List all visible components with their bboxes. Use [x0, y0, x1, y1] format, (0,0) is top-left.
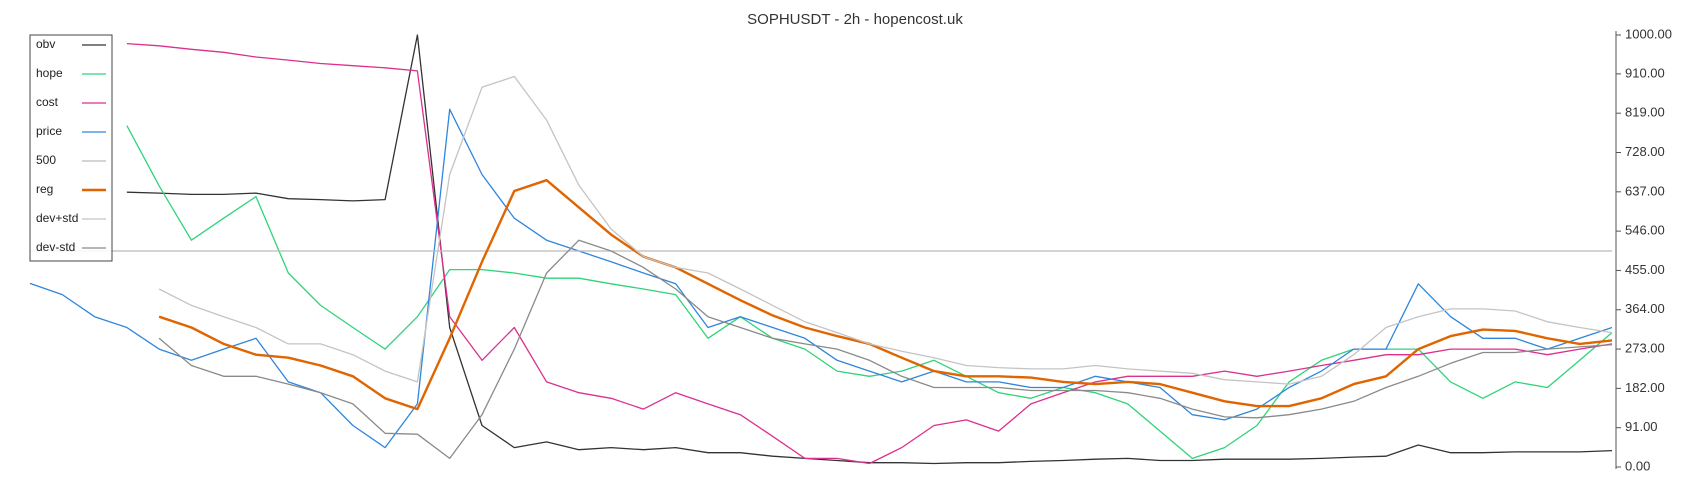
y-tick-label: 182.00 [1625, 380, 1665, 395]
series-line [158, 75, 1613, 385]
legend-label: hope [36, 66, 63, 80]
legend-label: dev-std [36, 240, 75, 254]
legend-label: dev+std [36, 211, 78, 225]
series-line [158, 179, 1613, 411]
y-tick-label: 910.00 [1625, 65, 1665, 80]
y-tick-label: 546.00 [1625, 223, 1665, 238]
y-tick-label: 637.00 [1625, 183, 1665, 198]
y-tick-label: 728.00 [1625, 144, 1665, 159]
legend-label: 500 [36, 153, 56, 167]
series-line [126, 34, 1613, 465]
legend-label: price [36, 124, 62, 138]
legend-label: obv [36, 37, 55, 51]
y-tick-label: 364.00 [1625, 301, 1665, 316]
series-line [126, 42, 1613, 465]
y-tick-label: 273.00 [1625, 341, 1665, 356]
series-line [126, 125, 1613, 460]
legend-box [29, 34, 113, 262]
series-line [29, 108, 1613, 449]
legend-label: reg [36, 182, 53, 196]
legend-label: cost [36, 95, 59, 109]
y-tick-label: 0.00 [1625, 458, 1650, 473]
y-tick-label: 1000.00 [1625, 26, 1672, 41]
series-line [158, 239, 1613, 460]
chart-title: SOPHUSDT - 2h - hopencost.uk [747, 11, 963, 28]
y-tick-label: 91.00 [1625, 419, 1658, 434]
y-tick-label: 455.00 [1625, 262, 1665, 277]
y-tick-label: 819.00 [1625, 105, 1665, 120]
